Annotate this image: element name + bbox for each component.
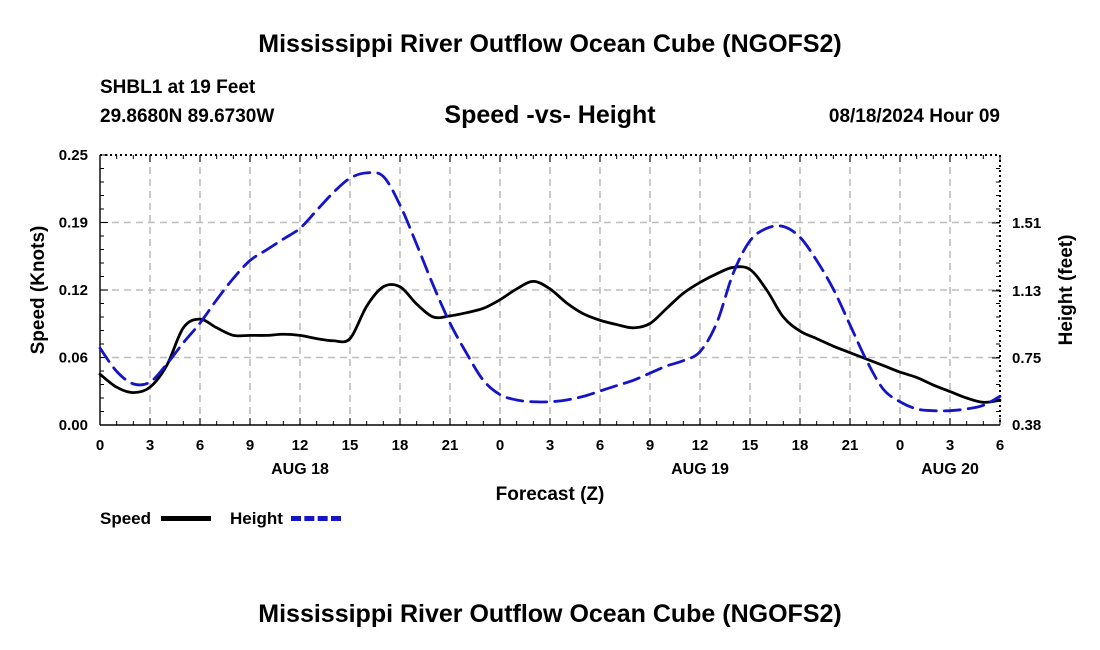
x-tick-label: 12 (692, 437, 709, 454)
x-axis-title: Forecast (Z) (496, 484, 605, 505)
y-tick-label: 0.06 (59, 350, 88, 367)
legend-height-swatch (291, 516, 341, 521)
x-tick-label: 3 (946, 437, 954, 454)
chart-main-title: Mississippi River Outflow Ocean Cube (NG… (258, 30, 842, 58)
x-tick-label: 15 (742, 437, 759, 454)
y-tick-label: 0.25 (59, 147, 88, 164)
x-tick-label: 6 (996, 437, 1004, 454)
y2-tick-label: 1.51 (1012, 215, 1041, 232)
tick-label-layer: 0 3 6 9 12 15 18 21 0 3 6 9 12 15 18 21 0 3 6 0.00 0.06 0.12 0… (59, 147, 1041, 478)
y-axis-title: Speed (Knots) (28, 226, 49, 355)
legend-speed-swatch (161, 516, 211, 521)
x-tick-label: 6 (196, 437, 204, 454)
y-tick-label: 0.19 (59, 215, 88, 232)
x-tick-label: 9 (646, 437, 654, 454)
x-tick-label: 18 (392, 437, 409, 454)
forecast-datetime: 08/18/2024 Hour 09 (828, 106, 1000, 127)
y2-tick-label: 1.13 (1012, 283, 1041, 300)
x-tick-label: 12 (292, 437, 309, 454)
y-tick-label: 0.00 (59, 417, 88, 434)
station-coordinates: 29.8680N 89.6730W (100, 106, 275, 127)
station-label: SHBL1 at 19 Feet (100, 77, 256, 98)
x-tick-label: 15 (342, 437, 359, 454)
x-tick-label: 6 (596, 437, 604, 454)
series-layer (98, 171, 1002, 413)
x-tick-label: 21 (842, 437, 859, 454)
y2-axis-title: Height (feet) (1056, 235, 1077, 346)
date-label: AUG 18 (271, 461, 329, 478)
legend-speed-label: Speed (100, 509, 152, 528)
axis-layer (99, 154, 1001, 426)
date-label: AUG 20 (921, 461, 979, 478)
chart-subtitle: Speed -vs- Height (444, 101, 656, 129)
x-tick-label: 0 (496, 437, 504, 454)
x-tick-label: 0 (896, 437, 904, 454)
x-tick-label: 0 (96, 437, 104, 454)
height-series-line (98, 171, 1002, 413)
y2-tick-label: 0.38 (1012, 417, 1041, 434)
x-tick-label: 3 (546, 437, 554, 454)
footer-title: Mississippi River Outflow Ocean Cube (NG… (258, 600, 842, 628)
x-tick-label: 18 (792, 437, 809, 454)
x-tick-label: 9 (246, 437, 254, 454)
speed-series-line (98, 265, 1002, 404)
x-tick-label: 3 (146, 437, 154, 454)
y2-tick-label: 0.75 (1012, 350, 1041, 367)
legend-height-label: Height (230, 509, 283, 528)
x-tick-label: 21 (442, 437, 459, 454)
y-tick-label: 0.12 (59, 282, 88, 299)
date-label: AUG 19 (671, 461, 729, 478)
